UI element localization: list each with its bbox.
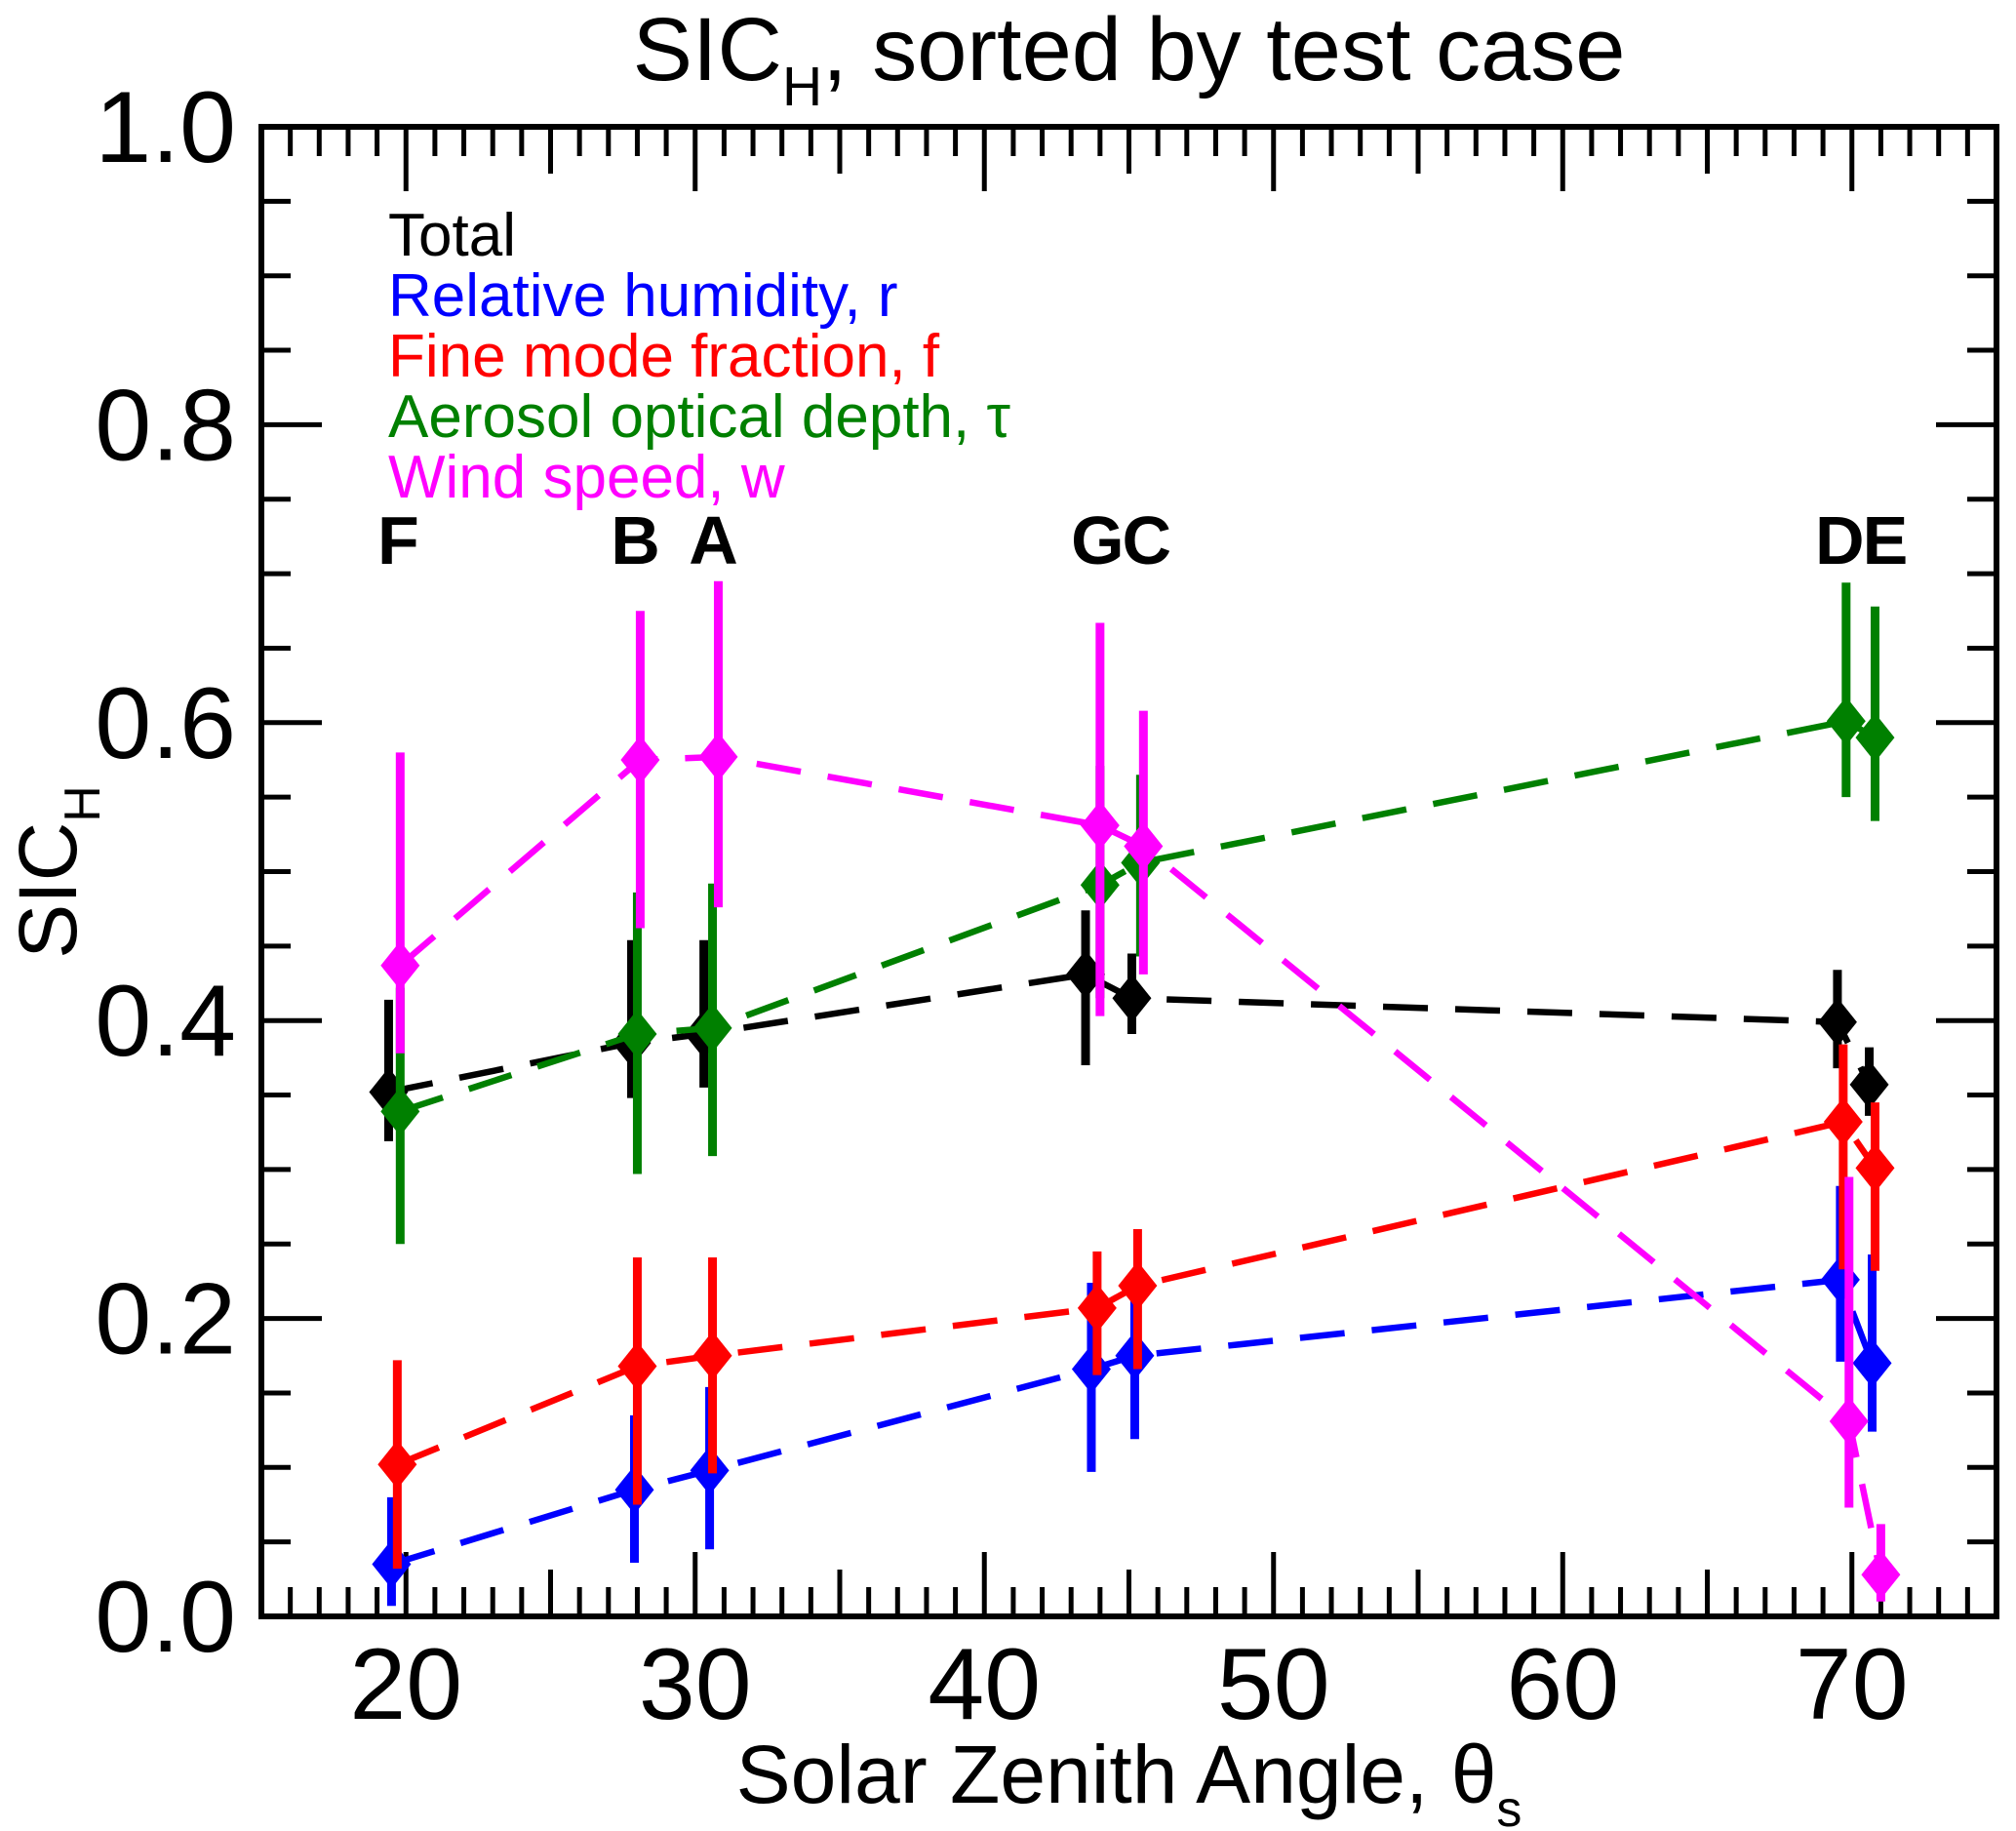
case-label: DE [1815, 502, 1906, 578]
chart-title: SICH, sorted by test case [633, 0, 1626, 118]
data-point-diamond [1077, 1283, 1117, 1333]
x-axis-label: Solar Zenith Angle, θs [736, 1729, 1522, 1831]
data-point-diamond [1855, 1143, 1895, 1193]
data-point-diamond [617, 1341, 657, 1391]
legend-item: Aerosol optical depth, τ [388, 383, 1010, 451]
data-point-diamond [1829, 1396, 1869, 1446]
y-tick-label: 0.0 [95, 1561, 236, 1674]
data-point-diamond [380, 1087, 420, 1136]
data-point-diamond [1826, 697, 1866, 746]
data-point-diamond [698, 732, 738, 781]
data-point-diamond [1852, 1338, 1892, 1388]
y-tick-label: 0.2 [95, 1263, 236, 1376]
x-tick-label: 60 [1506, 1628, 1619, 1741]
data-point-diamond [1849, 1059, 1889, 1109]
data-point-diamond [1112, 974, 1152, 1023]
data-point-diamond [1823, 1097, 1863, 1147]
data-point-diamond [1118, 1261, 1158, 1311]
x-tick-label: 20 [349, 1628, 462, 1741]
data-point-diamond [1066, 949, 1106, 999]
data-point-diamond [692, 1003, 732, 1053]
y-axis-label: SICH [2, 785, 111, 959]
data-point-diamond [1861, 1550, 1901, 1600]
data-point-diamond [692, 1331, 732, 1380]
case-label: A [689, 502, 736, 578]
data-point-diamond [377, 1440, 417, 1490]
data-point-diamond [380, 940, 420, 990]
data-point-diamond [1080, 801, 1120, 851]
x-tick-label: 40 [928, 1628, 1041, 1741]
y-tick-label: 0.4 [95, 965, 236, 1078]
data-point-diamond [1817, 997, 1857, 1047]
case-label: F [377, 502, 417, 578]
data-point-diamond [620, 735, 660, 784]
case-label: B [611, 502, 658, 578]
data-point-diamond [1855, 713, 1895, 763]
y-tick-label: 0.6 [95, 667, 236, 780]
x-tick-label: 50 [1217, 1628, 1330, 1741]
x-tick-label: 70 [1796, 1628, 1909, 1741]
case-label: GC [1071, 502, 1169, 578]
data-point-diamond [1124, 821, 1164, 871]
x-tick-label: 30 [639, 1628, 752, 1741]
data-point-diamond [617, 1009, 657, 1058]
legend-item: Relative humidity, r [388, 262, 898, 330]
y-tick-label: 1.0 [95, 71, 236, 184]
y-tick-label: 0.8 [95, 369, 236, 482]
legend-item: Total [388, 202, 516, 269]
legend-item: Wind speed, w [388, 444, 785, 511]
legend-item: Fine mode fraction, f [388, 323, 940, 390]
